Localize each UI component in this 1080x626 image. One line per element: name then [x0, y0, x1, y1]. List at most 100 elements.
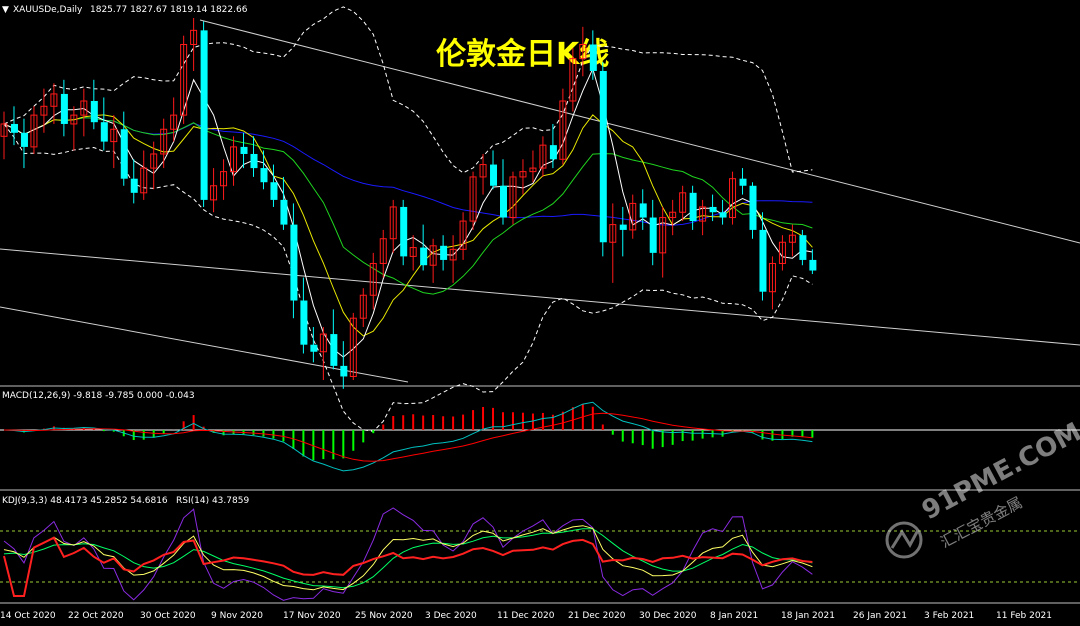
x-tick-label: 30 Dec 2020: [639, 611, 697, 621]
moving-averages: [3, 67, 813, 358]
candle-body-bull: [389, 206, 397, 240]
candle-body-bull: [659, 217, 667, 254]
candle-body-bear: [809, 259, 817, 271]
x-tick-label: 17 Nov 2020: [283, 611, 341, 621]
candle-body-bear: [689, 192, 697, 222]
candle-body-bear: [709, 206, 717, 213]
candle-body-bull: [778, 241, 786, 264]
candle-body-bear: [60, 93, 68, 124]
candle-body-bear: [400, 206, 408, 257]
candle-body-bull: [170, 114, 178, 130]
candle-body-bear: [240, 146, 248, 154]
candle-body-bear: [90, 100, 98, 123]
candle-body-bear: [549, 145, 557, 160]
candle-body-bear: [10, 123, 18, 133]
candle-body-bear: [280, 199, 288, 225]
bollinger-lower: [3, 123, 813, 432]
macd-label: MACD(12,26,9) -9.818 -9.785 0.000 -0.043: [2, 391, 195, 401]
candle-body-bull: [729, 178, 737, 219]
candle-body-bear: [250, 153, 258, 169]
trend-channel-lines: [0, 19, 1080, 383]
candle-body-bull: [180, 43, 188, 116]
candle-body-bear: [619, 224, 627, 230]
candle-body-bull: [559, 100, 567, 160]
candle-body-bear: [799, 235, 807, 260]
rsi-line: [3, 536, 813, 597]
candle-body-bull: [409, 247, 417, 257]
kdj-d-line: [3, 528, 813, 589]
candle-body-bull: [230, 146, 238, 173]
x-tick-label: 21 Dec 2020: [568, 611, 626, 621]
candle-body-bull: [459, 220, 467, 250]
x-tick-label: 22 Oct 2020: [68, 611, 124, 621]
candle-body-bull: [429, 245, 437, 266]
bollinger-bands: [3, 6, 813, 432]
candle-body-bear: [310, 344, 318, 352]
candle-body-bull: [40, 105, 48, 116]
candle-body-bull: [449, 248, 457, 261]
candle-body-bear: [719, 212, 727, 218]
candle-body-bear: [290, 224, 298, 301]
bollinger-upper: [3, 6, 813, 174]
channel-middle-line: [0, 248, 1080, 346]
candle-body-bear: [599, 70, 607, 243]
candle-body-bull: [30, 114, 38, 148]
candle-body-bull: [699, 206, 707, 222]
ohlc-readout: 1825.77 1827.67 1819.14 1822.66: [90, 5, 248, 15]
candle-body-bull: [319, 333, 327, 353]
watermark-chart-icon: [890, 529, 920, 549]
macd-histogram: [3, 401, 814, 472]
candle-body-bull: [669, 211, 677, 219]
candle-body-bull: [210, 185, 218, 201]
candle-body-bear: [330, 334, 338, 366]
candle-body-bear: [759, 229, 767, 292]
candle-body-bear: [300, 300, 308, 345]
candle-body-bull: [579, 43, 587, 60]
x-tick-label: 3 Dec 2020: [425, 611, 477, 621]
x-tick-label: 9 Nov 2020: [211, 611, 263, 621]
candle-body-bear: [100, 122, 108, 142]
candle-body-bull: [539, 144, 547, 169]
x-tick-label: 26 Jan 2021: [853, 611, 907, 621]
candle-body-bear: [200, 30, 208, 200]
candle-body-bull: [629, 202, 637, 231]
candle-body-bear: [649, 217, 657, 253]
candle-body-bull: [609, 224, 617, 243]
candle-body-bull: [160, 128, 168, 155]
candle-body-bull: [768, 262, 776, 293]
channel-upper-line: [199, 19, 1080, 244]
symbol-label: XAUUSDe,Daily: [13, 5, 83, 15]
macd-line: [3, 401, 813, 472]
symbol-dropdown-icon[interactable]: ▼: [2, 5, 9, 15]
candle-body-bull: [150, 153, 158, 169]
candle-body-bear: [20, 132, 28, 147]
candle-body-bull: [369, 262, 377, 296]
x-tick-label: 18 Jan 2021: [781, 611, 835, 621]
ma-mid-line: [3, 117, 813, 295]
candle-body-bear: [270, 182, 278, 200]
candle-body-bear: [739, 178, 747, 186]
candle-body-bull: [80, 100, 88, 116]
candle-body-bear: [490, 164, 498, 186]
candle-body-bear: [639, 203, 647, 218]
candle-body-bull: [519, 171, 527, 178]
macd-signal-line: [3, 412, 813, 462]
candle-body-bull: [220, 171, 228, 187]
candle-body-bear: [130, 178, 138, 193]
candle-body-bear: [440, 245, 448, 260]
candle-body-bull: [469, 176, 477, 222]
candle-body-bear: [749, 185, 757, 230]
candle-body-bull: [359, 294, 367, 319]
ma-white-line: [3, 67, 813, 358]
x-tick-label: 25 Nov 2020: [355, 611, 413, 621]
candle-body-bull: [509, 176, 517, 219]
candle-body-bull: [50, 93, 58, 107]
x-tick-label: 11 Dec 2020: [497, 611, 555, 621]
candle-body-bull: [110, 128, 118, 143]
x-tick-label: 8 Jan 2021: [710, 611, 758, 621]
candle-body-bear: [420, 247, 428, 266]
kdj-j-line: [3, 507, 813, 601]
